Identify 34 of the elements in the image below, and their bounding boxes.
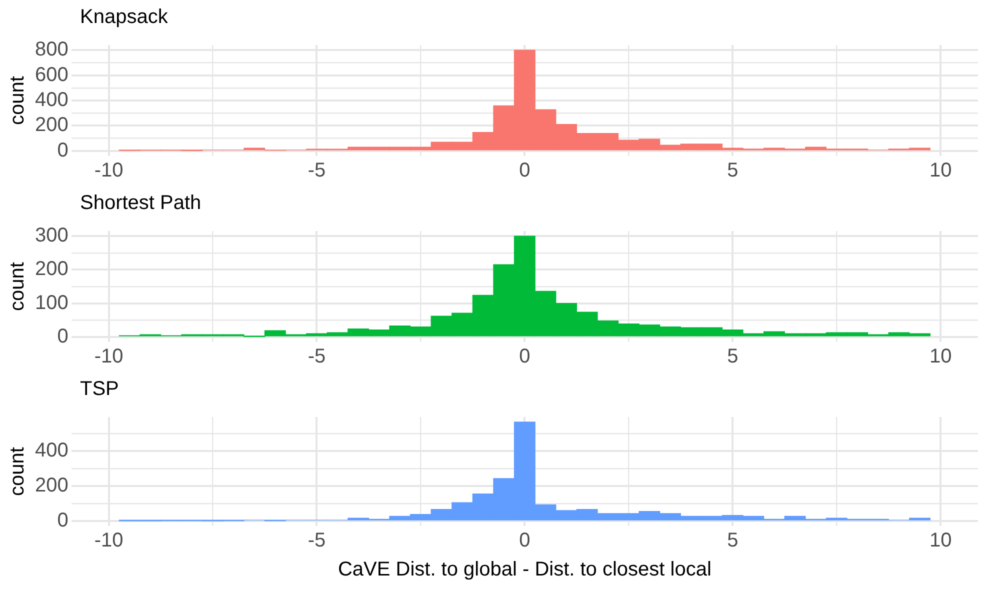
x-tick-label: -10 [94, 530, 124, 552]
y-axis-title: count [6, 76, 29, 125]
x-tick-label: 5 [727, 160, 738, 182]
y-axis-title: count [6, 262, 29, 311]
x-tick-label: -5 [308, 346, 326, 368]
chart-title: Shortest Path [79, 191, 202, 216]
x-tick-label: 10 [929, 346, 952, 368]
y-tick-label: 400 [34, 440, 68, 462]
y-tick-label: 200 [34, 474, 68, 497]
y-tick-label: 800 [34, 38, 68, 61]
y-tick-label: 100 [34, 292, 68, 314]
x-tick-label: -5 [308, 160, 326, 182]
x-tick-label: -10 [94, 346, 124, 368]
y-tick-label: 600 [34, 64, 68, 86]
y-tick-label: 0 [57, 325, 68, 348]
x-tick-label: 10 [929, 530, 952, 552]
chart-title: TSP [79, 377, 120, 402]
y-tick-label: 0 [57, 139, 68, 162]
x-axis-title: CaVE Dist. to global - Dist. to closest local [338, 558, 712, 581]
y-tick-label: 200 [34, 114, 68, 136]
x-tick-label: 10 [929, 160, 952, 182]
x-tick-label: -10 [94, 160, 124, 182]
y-tick-label: 200 [34, 258, 68, 280]
chart-title: Knapsack [79, 5, 169, 30]
y-tick-label: 0 [57, 510, 68, 532]
y-tick-label: 400 [34, 89, 68, 112]
x-tick-label: 5 [727, 346, 738, 368]
x-tick-label: 0 [519, 160, 530, 182]
x-tick-label: 5 [727, 530, 738, 552]
y-tick-label: 300 [34, 224, 68, 247]
x-tick-label: 0 [519, 346, 530, 368]
x-tick-label: 0 [519, 530, 530, 552]
x-tick-label: -5 [308, 530, 326, 552]
y-axis-title: count [6, 446, 29, 496]
